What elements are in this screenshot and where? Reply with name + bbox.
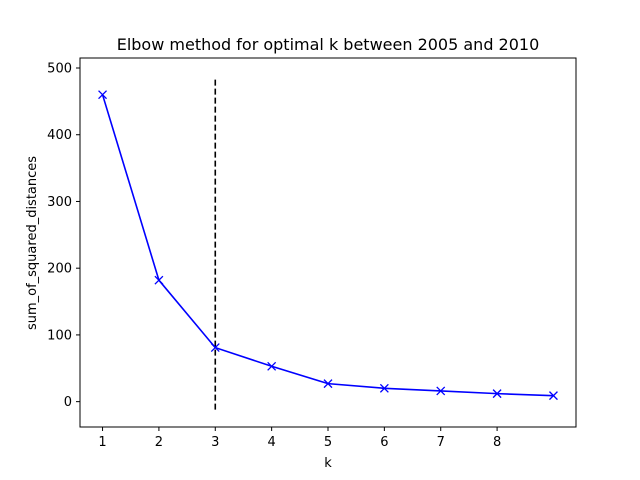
chart-title: Elbow method for optimal k between 2005 … [117, 35, 540, 54]
data-point [492, 389, 502, 399]
x-tick-label: 3 [211, 435, 219, 450]
y-axis-label: sum_of_squared_distances [25, 156, 40, 330]
data-point [98, 90, 108, 100]
data-point [154, 275, 164, 285]
x-tick-label: 5 [324, 435, 332, 450]
y-tick-label: 400 [47, 128, 72, 143]
x-tick-label: 6 [380, 435, 388, 450]
y-axis: 0 100 200 300 400 500 [47, 62, 80, 410]
x-tick-label: 7 [437, 435, 445, 450]
data-point [267, 361, 277, 371]
y-tick-label: 300 [47, 195, 72, 210]
y-tick-label: 500 [47, 62, 72, 77]
plot-area [98, 78, 558, 410]
data-point [379, 383, 389, 393]
x-axis: 1 2 3 4 5 6 7 8 [98, 427, 501, 450]
data-point [323, 379, 333, 389]
data-point [548, 391, 558, 401]
data-point [436, 386, 446, 396]
y-tick-label: 200 [47, 262, 72, 277]
x-tick-label: 1 [98, 435, 106, 450]
y-tick-label: 0 [64, 395, 72, 410]
x-tick-label: 2 [155, 435, 163, 450]
x-tick-label: 8 [493, 435, 501, 450]
x-axis-label: k [324, 456, 332, 471]
data-point [210, 343, 220, 353]
x-tick-label: 4 [267, 435, 275, 450]
y-tick-label: 100 [47, 328, 72, 343]
